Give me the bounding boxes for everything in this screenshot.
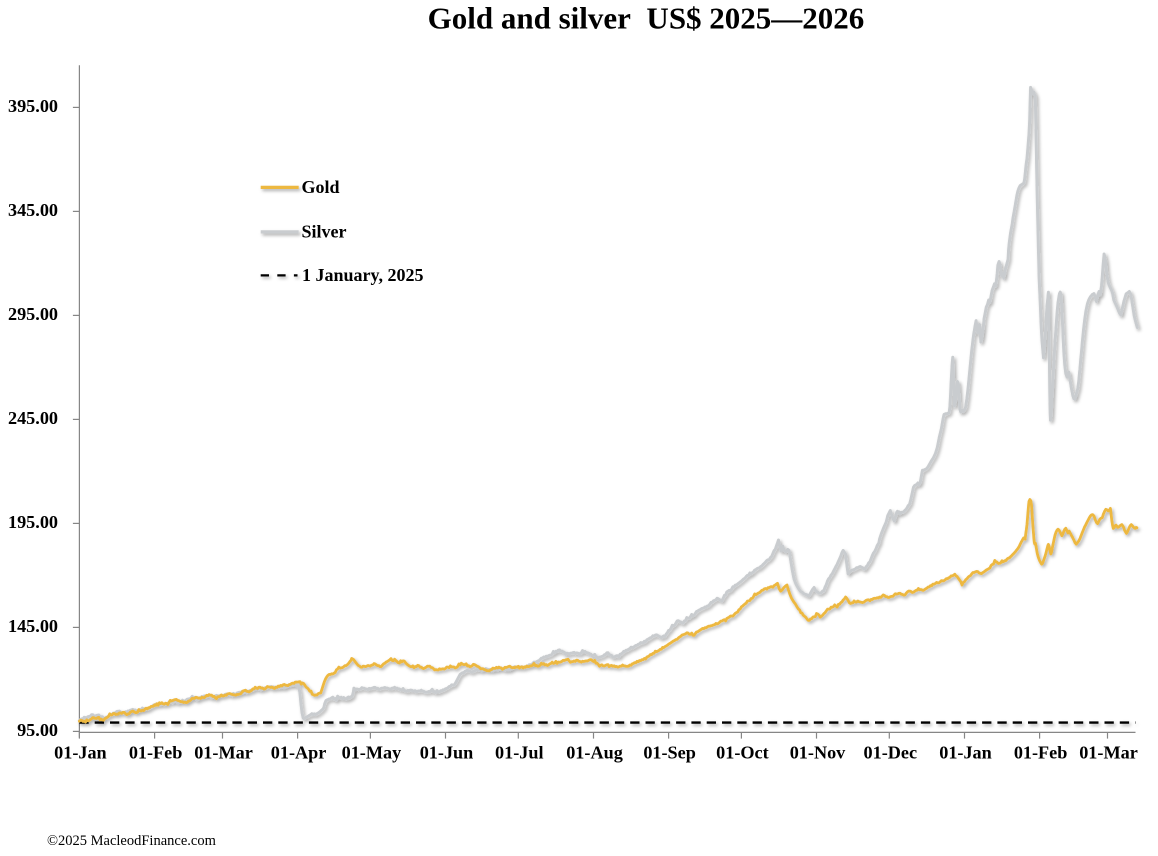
svg-text:01-Feb: 01-Feb: [1014, 743, 1068, 763]
svg-text:01-Apr: 01-Apr: [271, 743, 327, 763]
svg-text:01-Oct: 01-Oct: [716, 743, 769, 763]
svg-text:395.00: 395.00: [8, 96, 58, 116]
svg-text:Silver: Silver: [302, 222, 347, 242]
svg-text:01-Feb: 01-Feb: [129, 743, 183, 763]
svg-text:95.00: 95.00: [17, 720, 58, 740]
svg-text:©2025 MacleodFinance.com: ©2025 MacleodFinance.com: [47, 833, 217, 849]
svg-text:01-May: 01-May: [342, 743, 402, 763]
svg-text:Gold and silver US$ 2025—2026: Gold and silver US$ 2025—2026: [428, 1, 865, 36]
svg-text:01-Dec: 01-Dec: [864, 743, 918, 763]
svg-text:Gold: Gold: [302, 177, 340, 197]
svg-text:01-Jul: 01-Jul: [495, 743, 544, 763]
svg-text:295.00: 295.00: [8, 304, 58, 324]
svg-text:01-Jan: 01-Jan: [939, 743, 992, 763]
svg-text:01-Mar: 01-Mar: [194, 743, 253, 763]
svg-text:01-Sep: 01-Sep: [643, 743, 696, 763]
svg-text:01-Jun: 01-Jun: [420, 743, 474, 763]
svg-text:245.00: 245.00: [8, 408, 58, 428]
svg-text:01-Aug: 01-Aug: [566, 743, 623, 763]
svg-text:01-Mar: 01-Mar: [1079, 743, 1138, 763]
svg-text:195.00: 195.00: [8, 512, 58, 532]
svg-text:345.00: 345.00: [8, 200, 58, 220]
svg-text:01-Nov: 01-Nov: [790, 743, 846, 763]
svg-text:01-Jan: 01-Jan: [54, 743, 107, 763]
svg-text:145.00: 145.00: [8, 616, 58, 636]
svg-text:1 January, 2025: 1 January, 2025: [302, 265, 424, 285]
